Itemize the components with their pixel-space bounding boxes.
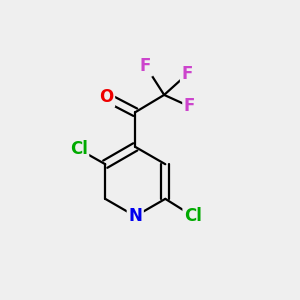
Text: F: F — [184, 98, 195, 116]
Text: Cl: Cl — [184, 207, 202, 225]
Text: F: F — [182, 65, 193, 83]
Text: F: F — [140, 57, 152, 75]
Text: N: N — [128, 207, 142, 225]
Text: O: O — [99, 88, 113, 106]
Text: Cl: Cl — [70, 140, 88, 158]
